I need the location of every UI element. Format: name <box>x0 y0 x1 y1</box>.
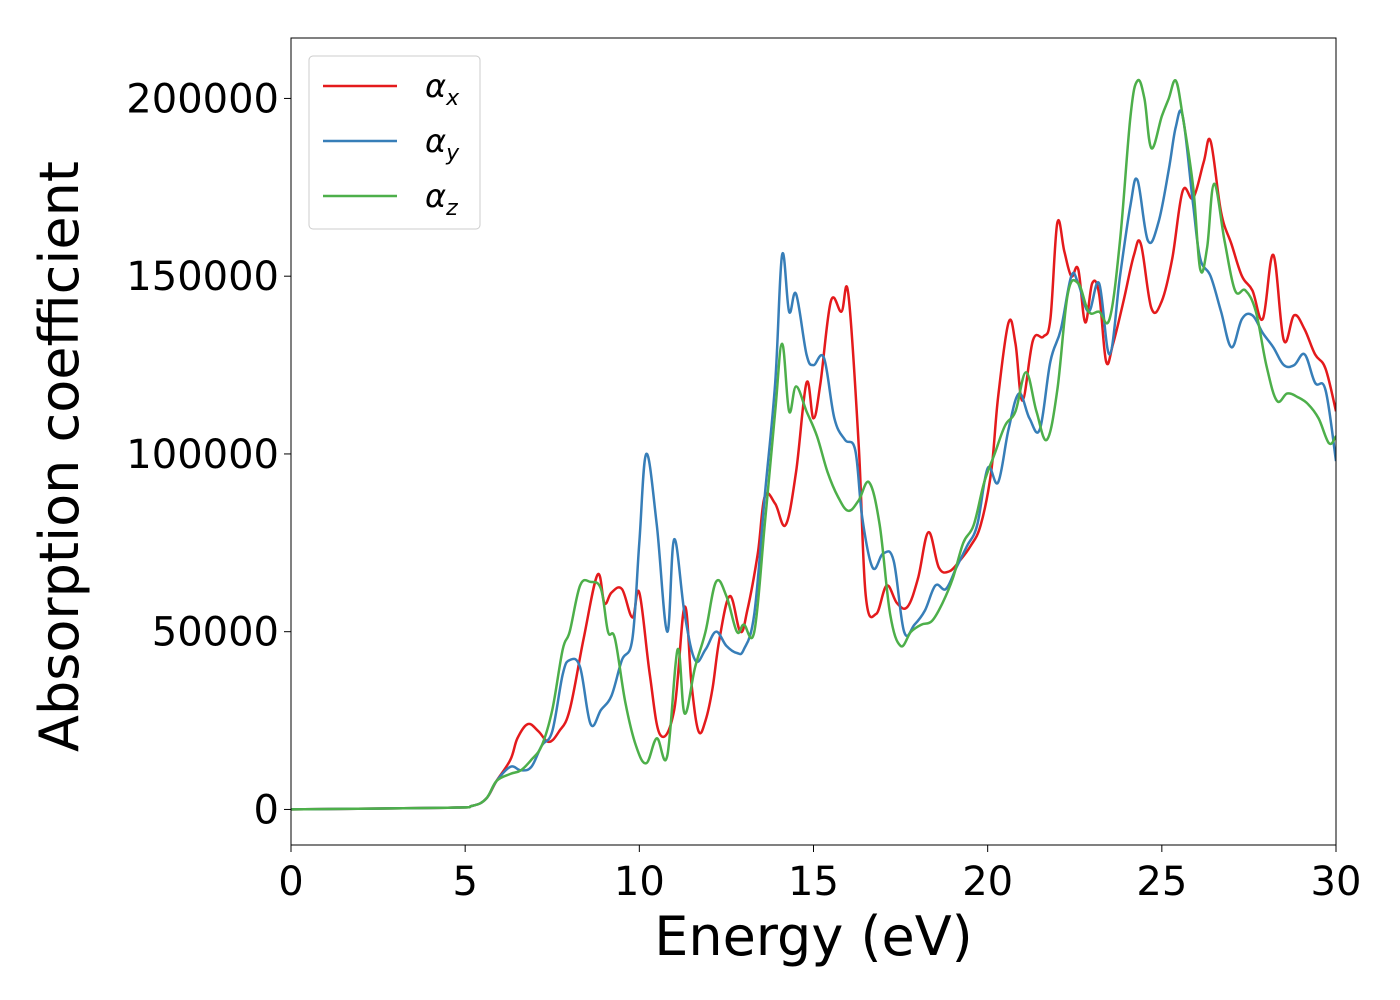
legend-box <box>308 55 481 230</box>
x-tick-label: 15 <box>788 859 839 905</box>
y-axis-title: Absorption coefficient <box>28 161 91 752</box>
y-tick-label: 0 <box>254 787 279 833</box>
x-tick-label: 0 <box>278 859 303 905</box>
y-tick-label: 50000 <box>152 610 279 656</box>
series-line-z <box>291 78 1336 811</box>
x-axis-title: Energy (eV) <box>654 905 973 968</box>
y-tick-label: 150000 <box>126 254 279 300</box>
y-tick-label: 200000 <box>126 76 279 122</box>
x-axis: 0 5 10 15 20 25 30 <box>278 845 1361 905</box>
legend-label-x: αx <box>425 67 460 111</box>
x-tick-label: 5 <box>452 859 477 905</box>
series-layer <box>291 78 1336 811</box>
y-axis: 0 50000 100000 150000 200000 <box>126 76 291 833</box>
y-tick-label: 100000 <box>126 432 279 478</box>
x-tick-label: 10 <box>614 859 665 905</box>
legend: αx αy αz <box>308 55 481 230</box>
legend-label-y: αy <box>425 122 460 166</box>
series-line-x <box>291 137 1336 811</box>
x-tick-label: 30 <box>1311 859 1362 905</box>
legend-label-z: αz <box>425 177 458 221</box>
x-tick-label: 25 <box>1136 859 1187 905</box>
x-tick-label: 20 <box>962 859 1013 905</box>
